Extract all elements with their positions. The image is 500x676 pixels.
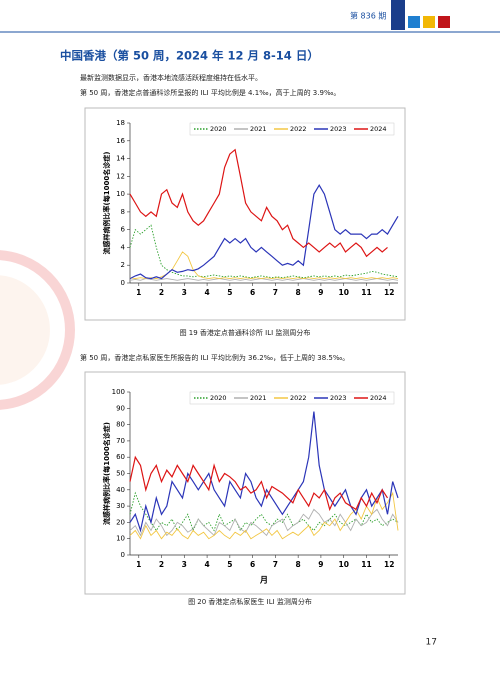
y-axis-label: 流感样病例比率(每1000名诊症) xyxy=(102,152,111,255)
legend-label: 2020 xyxy=(210,394,227,402)
x-tick-label: 12 xyxy=(384,288,394,297)
y-tick-label: 60 xyxy=(116,453,125,461)
header-block xyxy=(438,16,450,28)
legend-label: 2023 xyxy=(330,394,347,402)
y-tick-label: 70 xyxy=(116,437,125,445)
x-tick-label: 7 xyxy=(273,288,278,297)
header-block xyxy=(423,16,435,28)
x-tick-label: 9 xyxy=(318,560,323,569)
legend-box xyxy=(189,122,395,136)
issue: 第 836 期 xyxy=(350,11,386,21)
x-tick-label: 2 xyxy=(159,560,164,569)
x-tick-label: 2 xyxy=(159,288,164,297)
series-line xyxy=(129,224,399,279)
figure-frame xyxy=(84,107,406,321)
x-tick-label: 5 xyxy=(227,560,232,569)
x-tick-label: 6 xyxy=(250,560,255,569)
x-tick-label: 1 xyxy=(136,560,141,569)
x-tick-label: 10 xyxy=(338,288,348,297)
x-tick-label: 7 xyxy=(273,560,278,569)
legend-label: 2024 xyxy=(370,125,387,133)
y-tick-label: 2 xyxy=(121,261,125,269)
x-tick-label: 6 xyxy=(250,288,255,297)
x-tick-label: 11 xyxy=(361,560,371,569)
series-line xyxy=(129,278,399,281)
paragraph: 第 50 周，香港定点私家医生所报告的 ILI 平均比例为 36.2‰，低于上周… xyxy=(80,353,349,362)
legend-label: 2023 xyxy=(330,125,347,133)
y-tick-label: 16 xyxy=(116,137,125,145)
y-tick-label: 12 xyxy=(116,172,125,180)
series-line xyxy=(129,184,399,280)
figure-frame xyxy=(84,371,406,595)
y-tick-label: 0 xyxy=(121,279,125,287)
caption: 图 20 香港定点私家医生 ILI 监测周分布 xyxy=(188,597,312,606)
y-tick-label: 20 xyxy=(116,518,125,526)
series-line xyxy=(129,251,399,280)
x-axis-label: 月 xyxy=(259,576,268,585)
series-line xyxy=(129,411,399,533)
x-tick-label: 8 xyxy=(296,560,301,569)
legend-box xyxy=(189,391,395,405)
caption: 图 19 香港定点普通科诊所 ILI 监测周分布 xyxy=(180,328,311,337)
x-tick-label: 4 xyxy=(204,560,209,569)
x-tick-label: 5 xyxy=(227,288,232,297)
y-tick-label: 10 xyxy=(116,535,125,543)
legend-label: 2024 xyxy=(370,394,387,402)
y-tick-label: 0 xyxy=(121,551,125,559)
x-tick-label: 10 xyxy=(338,560,348,569)
y-tick-label: 10 xyxy=(116,190,125,198)
x-tick-label: 4 xyxy=(204,288,209,297)
series-line xyxy=(129,148,388,258)
header-block xyxy=(408,16,420,28)
y-tick-label: 50 xyxy=(116,470,125,478)
section-title: 中国香港（第 50 周，2024 年 12 月 8-14 日） xyxy=(60,49,319,63)
y-tick-label: 100 xyxy=(112,388,125,396)
x-tick-label: 1 xyxy=(136,288,141,297)
header-block xyxy=(391,0,405,30)
series-line xyxy=(129,455,389,512)
series-line xyxy=(129,508,399,537)
legend-label: 2020 xyxy=(210,125,227,133)
x-tick-label: 8 xyxy=(296,288,301,297)
x-tick-label: 3 xyxy=(182,560,187,569)
paragraph: 第 50 周，香港定点普通科诊所呈报的 ILI 平均比例是 4.1‰，高于上周的… xyxy=(80,88,340,97)
paragraph: 最新监测数据显示，香港本地流感活跃程度维持在低水平。 xyxy=(80,73,262,82)
y-axis-label: 流感样病例比率(每1000名诊症) xyxy=(102,422,111,525)
y-tick-label: 18 xyxy=(116,119,125,127)
virus-decoration xyxy=(0,250,75,410)
y-tick-label: 40 xyxy=(116,486,125,494)
y-tick-label: 8 xyxy=(121,208,125,216)
y-tick-label: 4 xyxy=(121,243,126,251)
y-tick-label: 80 xyxy=(116,421,125,429)
x-tick-label: 11 xyxy=(361,288,371,297)
legend-label: 2022 xyxy=(290,394,307,402)
y-tick-label: 30 xyxy=(116,502,125,510)
y-tick-label: 90 xyxy=(116,404,125,412)
legend-label: 2021 xyxy=(250,125,267,133)
y-tick-label: 6 xyxy=(121,226,126,234)
series-line xyxy=(129,491,399,540)
x-tick-label: 9 xyxy=(318,288,323,297)
legend-label: 2021 xyxy=(250,394,267,402)
x-tick-label: 12 xyxy=(384,560,394,569)
page-number: 17 xyxy=(426,638,437,648)
legend-label: 2022 xyxy=(290,125,307,133)
x-tick-label: 3 xyxy=(182,288,187,297)
y-tick-label: 14 xyxy=(116,155,125,163)
